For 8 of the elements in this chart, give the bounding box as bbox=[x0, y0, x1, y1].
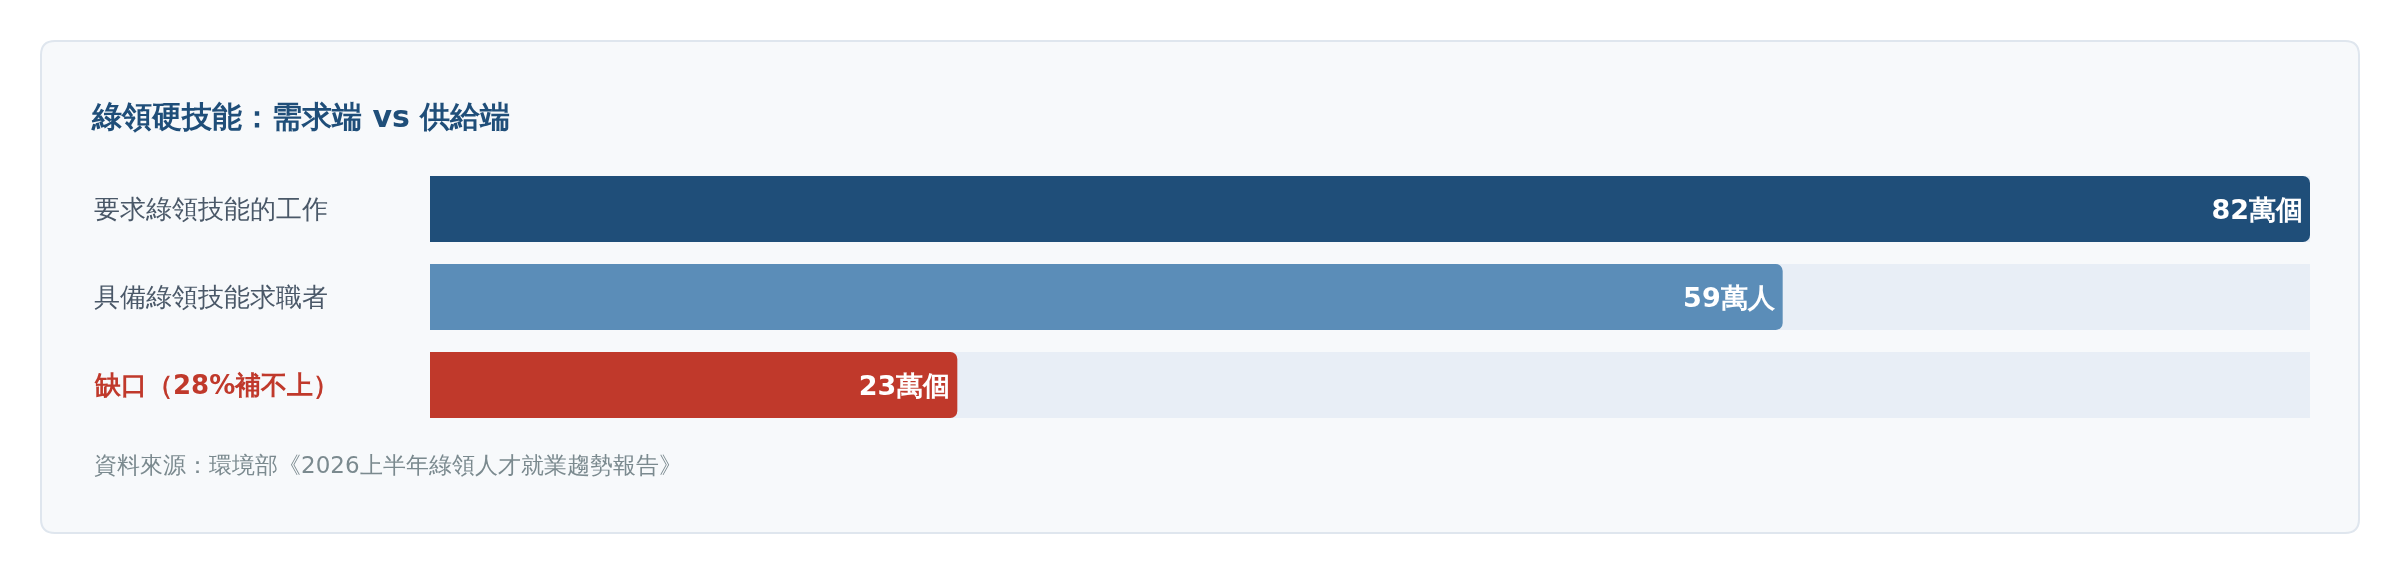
data-label: 82萬個 bbox=[2211, 193, 2303, 225]
chart-title: 綠領硬技能：需求端 vs 供給端 bbox=[91, 98, 511, 134]
y-tick-label: 缺口（28%補不上） bbox=[94, 370, 340, 400]
data-label: 59萬人 bbox=[1683, 281, 1776, 313]
data-label: 23萬個 bbox=[858, 369, 951, 401]
y-tick-label: 具備綠領技能求職者 bbox=[94, 282, 328, 312]
source-note: 資料來源：環境部《2026上半年綠領人才就業趨勢報告》 bbox=[94, 452, 682, 478]
y-tick-label: 要求綠領技能的工作 bbox=[94, 194, 328, 224]
